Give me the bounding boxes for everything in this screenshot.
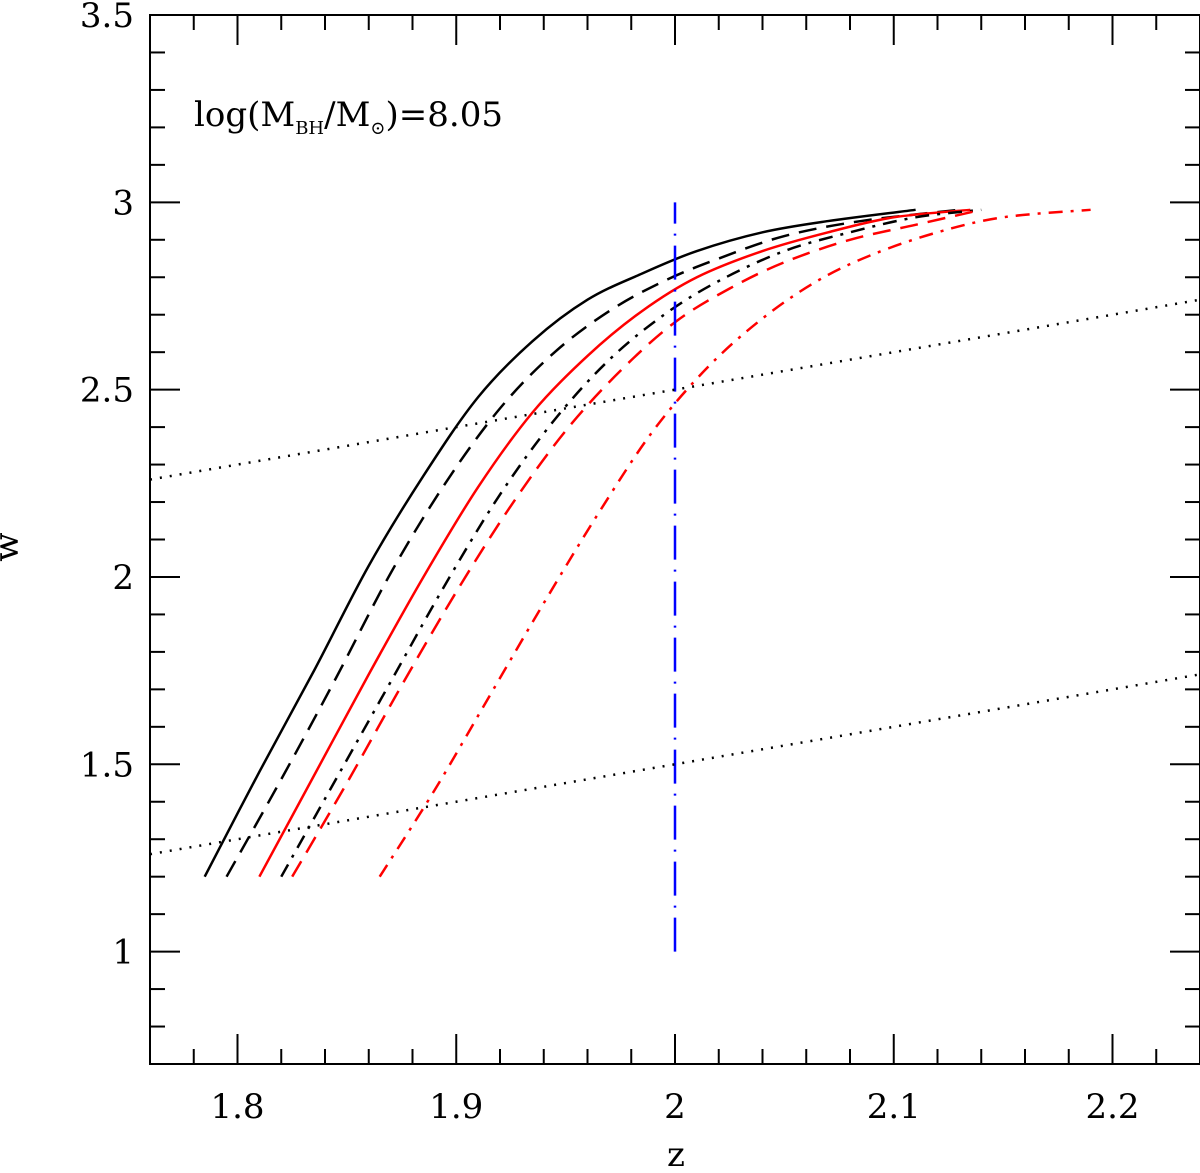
series-black-solid [203,208,916,878]
x-tick-label: 1.9 [429,1087,483,1127]
x-tick-label: 1.8 [210,1087,264,1127]
series-red-dashed [291,208,982,878]
y-tick-label: 2 [112,558,134,598]
annotation-suffix: )=8.05 [386,95,503,135]
tick-labels-layer: 1.8 1.9 2 2.1 2.2 1 1.5 2 2.5 3 3.5 [80,0,1140,1127]
y-tick-label: 1.5 [80,745,134,785]
ticks-layer [149,14,1200,1065]
y-axis-label: w [0,532,27,561]
annotation-sub-bh: BH [295,118,324,139]
series-black-dashed [225,208,960,878]
y-tick-label: 3 [112,183,134,223]
x-tick-label: 2.1 [867,1087,921,1127]
x-axis-label: z [667,1135,685,1173]
x-tick-label: 2 [664,1087,686,1127]
y-tick-label: 2.5 [80,371,134,411]
mass-annotation: log(MBH/M⊙)=8.05 [194,95,503,139]
x-tick-label: 2.2 [1085,1087,1139,1127]
annotation-mid: /M [324,95,370,135]
annotation-sub-sun: ⊙ [370,118,385,139]
series-red-dashdot [378,208,1091,878]
series-layer [149,202,1200,952]
annotation-prefix: log(M [194,95,295,135]
series-red-solid [258,208,971,878]
series-black-dashdot [280,208,982,878]
y-tick-label: 1 [112,933,134,973]
y-tick-label: 3.5 [80,0,134,36]
